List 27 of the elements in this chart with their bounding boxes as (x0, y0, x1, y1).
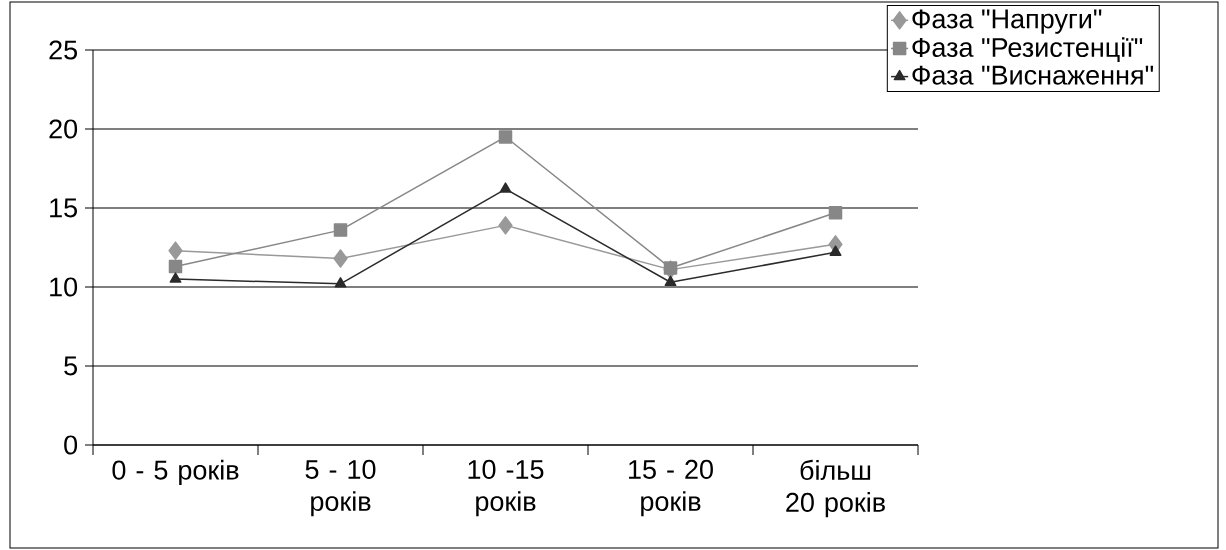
legend-label: Фаза "Виснаження" (912, 65, 1154, 85)
point (168, 259, 183, 274)
x-tick-label: більш 20 років (786, 459, 885, 518)
y-tick-label: 20 (49, 119, 78, 139)
y-tick-label: 10 (50, 277, 78, 297)
x-tick-label: 5 - 10 років (305, 459, 376, 517)
point (498, 130, 513, 144)
point (334, 277, 347, 288)
legend-label: Фаза "Напруги" (912, 9, 1102, 34)
x-tick-label: 0 - 5 років (112, 459, 239, 486)
point (333, 223, 348, 237)
point (498, 216, 513, 235)
point (828, 205, 843, 220)
y-tick-label: 25 (49, 40, 77, 60)
y-tick-label: 0 (64, 435, 78, 455)
y-tick-label: 15 (50, 198, 77, 218)
x-tick-label: 10 -15 років (468, 459, 544, 517)
point (168, 241, 183, 260)
point (664, 275, 677, 287)
y-tick-label: 5 (64, 356, 77, 376)
point (829, 245, 842, 256)
point (333, 249, 348, 268)
legend-label: Фаза "Резистенції" (912, 37, 1143, 63)
point (169, 272, 182, 283)
x-tick-label: 15 - 20 років (629, 459, 713, 517)
point (499, 182, 512, 193)
point (663, 261, 678, 275)
